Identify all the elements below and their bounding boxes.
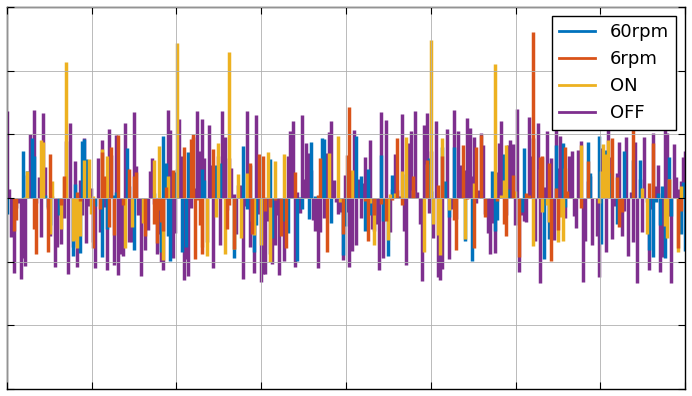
Legend: 60rpm, 6rpm, ON, OFF: 60rpm, 6rpm, ON, OFF <box>552 16 676 129</box>
